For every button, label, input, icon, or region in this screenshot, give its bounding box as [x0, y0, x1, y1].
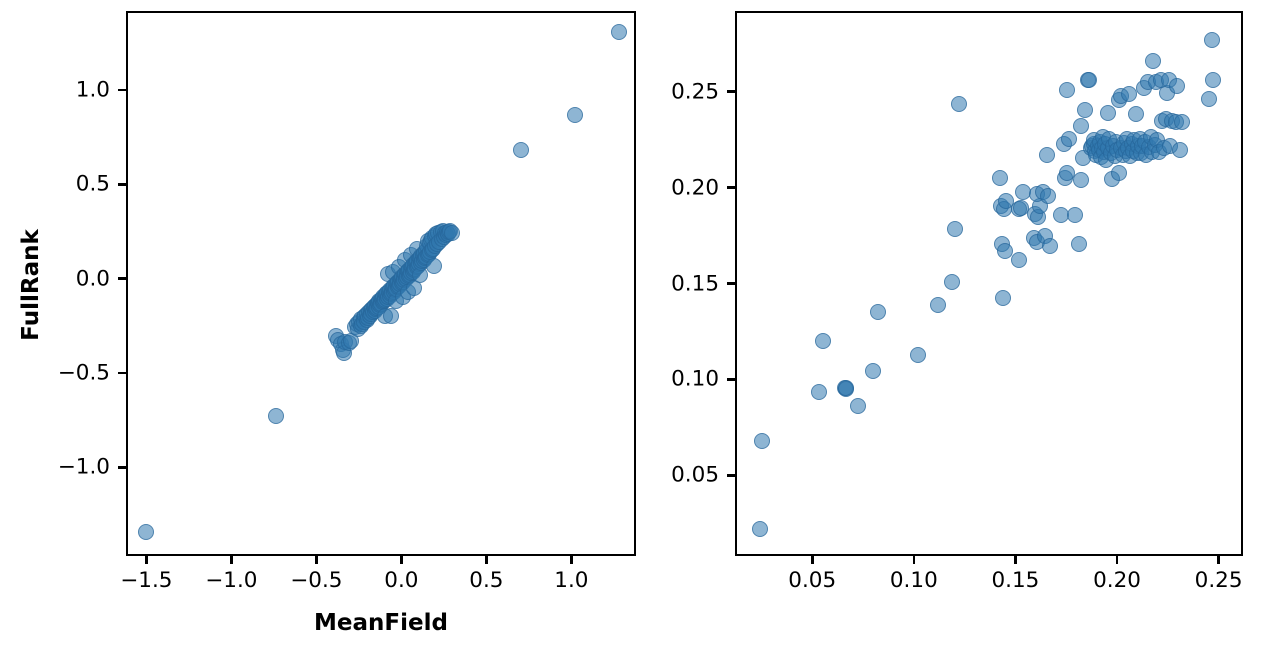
- scatter-point: [1203, 32, 1220, 49]
- scatter-point: [752, 520, 769, 537]
- scatter-point: [1060, 130, 1077, 147]
- yaxis-tick-mark: [727, 186, 735, 189]
- scatter-point: [1168, 78, 1185, 95]
- scatter-point: [425, 257, 442, 274]
- scatter-point: [998, 192, 1015, 209]
- scatter-point: [1172, 142, 1189, 159]
- xaxis-tick-label: 0.10: [889, 568, 938, 593]
- xaxis-tick-label: −1.5: [120, 568, 173, 593]
- yaxis-tick-label: −1.0: [57, 454, 110, 480]
- xaxis-tick-mark: [485, 556, 488, 564]
- right-scatter-panel: [735, 11, 1243, 556]
- scatter-point: [996, 243, 1013, 260]
- yaxis-tick-label: −0.5: [57, 360, 110, 386]
- xaxis-tick-mark: [1115, 556, 1119, 564]
- scatter-point: [865, 362, 882, 379]
- scatter-point: [995, 289, 1012, 306]
- xaxis-tick-label: 0.0: [384, 568, 419, 593]
- yaxis-tick-mark: [118, 466, 126, 469]
- xaxis-tick-label: −1.0: [205, 568, 258, 593]
- xaxis-tick-mark: [570, 556, 573, 564]
- scatter-point: [1058, 165, 1075, 182]
- yaxis-tick-mark: [118, 183, 126, 186]
- scatter-point: [566, 106, 583, 123]
- scatter-point: [1040, 188, 1057, 205]
- scatter-point: [910, 346, 927, 363]
- scatter-point: [1145, 53, 1162, 70]
- yaxis-tick-mark: [118, 371, 126, 375]
- scatter-point: [1059, 82, 1076, 99]
- scatter-point: [1174, 113, 1191, 130]
- xaxis-tick-label: 0.20: [1093, 568, 1141, 593]
- scatter-point: [137, 524, 154, 541]
- scatter-point: [513, 141, 530, 158]
- scatter-point: [611, 23, 627, 40]
- yaxis-tick-label: 0.5: [75, 171, 110, 197]
- yaxis-tick-mark: [727, 474, 735, 477]
- scatter-point: [268, 407, 285, 424]
- scatter-point: [837, 379, 854, 396]
- xaxis-tick-label: 0.05: [788, 568, 837, 593]
- xaxis-tick-label: 0.5: [469, 568, 504, 593]
- scatter-point: [1100, 105, 1117, 122]
- xaxis-tick-mark: [145, 556, 148, 564]
- scatter-point: [1038, 147, 1055, 164]
- scatter-point: [947, 221, 964, 238]
- xaxis-label-meanfield: MeanField: [314, 610, 448, 636]
- scatter-point: [849, 397, 866, 414]
- scatter-point: [1073, 117, 1090, 134]
- scatter-point: [1011, 251, 1028, 268]
- yaxis-tick-mark: [118, 88, 126, 92]
- scatter-point: [944, 273, 961, 290]
- xaxis-tick-label: 0.15: [991, 568, 1040, 593]
- scatter-point: [1201, 90, 1218, 107]
- yaxis-tick-label: 0.05: [671, 462, 719, 488]
- right-plot-area: [735, 11, 1243, 556]
- scatter-point: [1127, 105, 1144, 122]
- yaxis-tick-label: 0.25: [671, 79, 719, 105]
- scatter-point: [1080, 71, 1097, 88]
- xaxis-tick-mark: [1014, 556, 1017, 564]
- scatter-point: [1042, 237, 1059, 254]
- xaxis-tick-mark: [1217, 556, 1220, 564]
- scatter-point: [815, 333, 832, 350]
- scatter-point: [992, 169, 1009, 186]
- left-plot-area: [126, 11, 636, 556]
- yaxis-tick-label: 1.0: [75, 77, 110, 103]
- xaxis-tick-label: 0.25: [1194, 568, 1243, 593]
- xaxis-tick-mark: [810, 556, 814, 564]
- yaxis-label-fullrank: FullRank: [18, 229, 44, 341]
- scatter-point: [950, 96, 967, 113]
- scatter-point: [1070, 236, 1087, 253]
- scatter-point: [1110, 165, 1127, 182]
- yaxis-tick-mark: [727, 378, 735, 381]
- scatter-point: [1072, 172, 1089, 189]
- yaxis-tick-mark: [118, 277, 126, 281]
- yaxis-tick-mark: [727, 90, 735, 93]
- yaxis-tick-label: 0.20: [671, 175, 719, 201]
- scatter-point: [870, 304, 887, 321]
- scatter-point: [443, 224, 460, 241]
- scatter-point: [753, 432, 770, 449]
- xaxis-tick-mark: [315, 556, 318, 564]
- scatter-point: [811, 383, 828, 400]
- yaxis-tick-mark: [727, 282, 735, 285]
- yaxis-tick-label: 0.10: [671, 366, 719, 392]
- yaxis-tick-label: 0.15: [671, 271, 719, 296]
- scatter-point: [929, 296, 946, 313]
- xaxis-tick-mark: [230, 556, 233, 564]
- scatter-point: [1067, 207, 1084, 224]
- xaxis-tick-mark: [912, 556, 916, 564]
- scatter-point: [1076, 101, 1093, 118]
- scatter-point: [1120, 86, 1137, 103]
- xaxis-tick-label: 1.0: [554, 568, 589, 593]
- left-scatter-panel: [126, 11, 636, 556]
- xaxis-tick-mark: [400, 556, 403, 564]
- yaxis-tick-label: 0.0: [75, 266, 110, 292]
- xaxis-tick-label: −0.5: [290, 568, 343, 593]
- scatter-point: [1204, 72, 1221, 89]
- scatter-point: [382, 307, 399, 324]
